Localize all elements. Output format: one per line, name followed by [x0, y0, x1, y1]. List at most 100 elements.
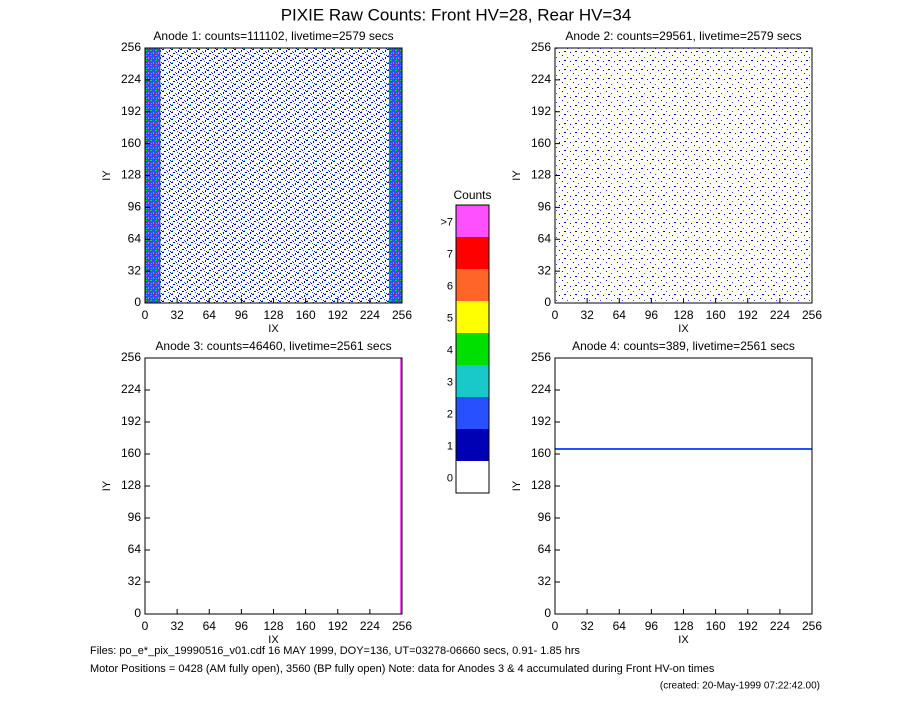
color-swatch [456, 365, 489, 397]
y-tick-label: 0 [544, 606, 551, 620]
colorbar-label: 4 [447, 345, 453, 357]
y-tick-label: 192 [121, 104, 141, 118]
image-texture [400, 358, 402, 614]
y-tick-label: 0 [544, 295, 551, 309]
x-axis-label: IX [268, 323, 279, 335]
y-tick-label: 32 [538, 574, 552, 588]
image-texture [145, 48, 402, 303]
x-tick-label: 32 [170, 619, 184, 633]
y-tick-label: 96 [538, 200, 552, 214]
y-tick-label: 160 [531, 136, 551, 150]
image-texture [389, 48, 402, 303]
x-tick-label: 192 [738, 308, 758, 322]
x-tick-label: 224 [360, 308, 380, 322]
colorbar-frame [455, 204, 490, 494]
panel-title: Anode 4: counts=389, livetime=2561 secs [572, 339, 795, 353]
y-tick-label: 192 [531, 104, 551, 118]
color-swatch [456, 333, 489, 365]
x-tick-label: 128 [673, 308, 693, 322]
x-tick-label: 256 [802, 619, 822, 633]
colorbar-label: 0 [447, 473, 453, 485]
y-tick-label: 64 [538, 542, 552, 556]
colorbar-label: >7 [440, 217, 453, 229]
x-tick-label: 64 [613, 308, 627, 322]
color-swatch [456, 429, 489, 461]
x-tick-label: 224 [770, 619, 790, 633]
y-tick-label: 64 [128, 231, 142, 245]
x-tick-label: 192 [328, 308, 348, 322]
panel-title: Anode 3: counts=46460, livetime=2561 sec… [155, 339, 391, 353]
y-axis-label: IY [101, 170, 113, 181]
y-axis-label: IY [101, 480, 113, 491]
colorbar-label: 7 [447, 249, 453, 261]
y-tick-label: 32 [128, 263, 142, 277]
x-axis-label: IX [678, 634, 689, 646]
y-tick-label: 256 [531, 350, 551, 364]
y-tick-label: 128 [531, 478, 551, 492]
color-swatch [456, 205, 489, 237]
colorbar-label: 5 [447, 313, 453, 325]
colorbar-label: 6 [447, 281, 453, 293]
x-tick-label: 160 [296, 619, 316, 633]
x-tick-label: 128 [263, 619, 283, 633]
y-tick-label: 128 [121, 168, 141, 182]
y-tick-label: 192 [121, 414, 141, 428]
y-tick-label: 64 [128, 542, 142, 556]
x-tick-label: 224 [360, 619, 380, 633]
x-tick-label: 0 [552, 619, 559, 633]
x-axis-label: IX [268, 634, 279, 646]
y-tick-label: 64 [538, 231, 552, 245]
y-tick-label: 160 [531, 446, 551, 460]
y-tick-label: 224 [121, 382, 141, 396]
x-tick-label: 96 [235, 619, 249, 633]
plot-frame [554, 357, 813, 615]
y-tick-label: 224 [121, 72, 141, 86]
x-tick-label: 192 [328, 619, 348, 633]
y-tick-label: 0 [134, 606, 141, 620]
x-tick-label: 64 [613, 619, 627, 633]
plot-frame [144, 357, 403, 615]
x-axis-label: IX [678, 323, 689, 335]
x-tick-label: 256 [392, 619, 412, 633]
x-tick-label: 96 [645, 308, 659, 322]
x-tick-label: 160 [706, 308, 726, 322]
x-tick-label: 128 [263, 308, 283, 322]
y-tick-label: 192 [531, 414, 551, 428]
x-tick-label: 0 [142, 308, 149, 322]
footer-line: Files: po_e*_pix_19990516_v01.cdf 16 MAY… [90, 645, 581, 657]
y-tick-label: 32 [538, 263, 552, 277]
panel-title: Anode 1: counts=111102, livetime=2579 se… [153, 29, 393, 43]
colorbar-label: 2 [447, 409, 453, 421]
panel-title: Anode 2: counts=29561, livetime=2579 sec… [565, 29, 801, 43]
color-swatch [456, 269, 489, 301]
colorbar-title: Counts [453, 188, 491, 202]
x-tick-label: 64 [203, 619, 217, 633]
x-tick-label: 256 [802, 308, 822, 322]
figure-title: PIXIE Raw Counts: Front HV=28, Rear HV=3… [281, 5, 632, 24]
colorbar-label: 1 [447, 441, 453, 453]
x-tick-label: 192 [738, 619, 758, 633]
y-tick-label: 0 [134, 295, 141, 309]
x-tick-label: 96 [645, 619, 659, 633]
x-tick-label: 64 [203, 308, 217, 322]
y-tick-label: 160 [121, 136, 141, 150]
x-tick-label: 0 [142, 619, 149, 633]
x-tick-label: 32 [580, 619, 594, 633]
y-axis-label: IY [511, 480, 523, 491]
y-tick-label: 160 [121, 446, 141, 460]
y-tick-label: 128 [531, 168, 551, 182]
footer-line: Motor Positions = 0428 (AM fully open), … [90, 663, 715, 675]
x-tick-label: 256 [392, 308, 412, 322]
color-swatch [456, 237, 489, 269]
colorbar-label: 3 [447, 377, 453, 389]
y-tick-label: 128 [121, 478, 141, 492]
x-tick-label: 128 [673, 619, 693, 633]
x-tick-label: 32 [580, 308, 594, 322]
color-swatch [456, 397, 489, 429]
x-tick-label: 0 [552, 308, 559, 322]
color-swatch [456, 461, 489, 493]
y-tick-label: 224 [531, 72, 551, 86]
y-tick-label: 96 [128, 200, 142, 214]
y-tick-label: 224 [531, 382, 551, 396]
color-swatch [456, 301, 489, 333]
